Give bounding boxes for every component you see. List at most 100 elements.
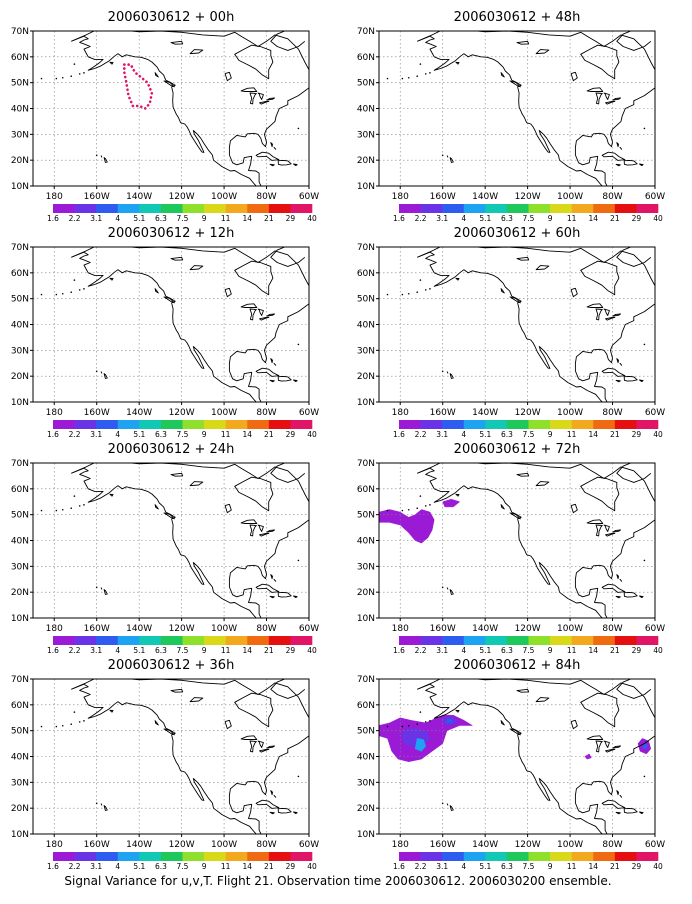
island-outline xyxy=(601,151,626,161)
island-dot xyxy=(401,77,404,80)
colorbar-swatch xyxy=(74,204,97,213)
x-tick-label: 140W xyxy=(472,408,498,418)
colorbar-label: 14 xyxy=(242,214,252,223)
island-dot xyxy=(95,370,98,373)
colorbar-swatch xyxy=(160,852,183,861)
colorbar-swatch xyxy=(420,636,443,645)
colorbar-swatch xyxy=(290,420,313,429)
x-tick-label: 80W xyxy=(602,840,622,850)
island-dot xyxy=(419,279,422,281)
colorbar: 1.6 2.2 3.1 4 5.1 6.3 7.5 9 11 14 21 29 40 xyxy=(393,420,663,439)
colorbar-swatch xyxy=(225,636,248,645)
lake-outline xyxy=(224,719,232,730)
island-outline xyxy=(616,358,619,364)
colorbar-label: 40 xyxy=(307,430,317,439)
x-tick-label: 120W xyxy=(515,624,541,634)
colorbar-swatch xyxy=(204,204,226,213)
y-tick-label: 30N xyxy=(357,778,375,788)
x-tick-label: 80W xyxy=(256,192,276,202)
x-tick-label: 120W xyxy=(169,192,195,202)
panel-title: 2006030612 + 36h xyxy=(108,658,235,673)
coastline xyxy=(616,463,652,483)
island-dot xyxy=(40,509,43,512)
x-tick-label: 140W xyxy=(126,408,152,418)
island-dot xyxy=(95,802,98,805)
y-tick-label: 10N xyxy=(357,182,375,192)
lake-outline xyxy=(257,740,264,748)
island-outline xyxy=(270,574,273,580)
colorbar-label: 11 xyxy=(221,646,231,655)
colorbar-swatch xyxy=(636,420,659,429)
island-outline xyxy=(100,587,103,590)
island-dot xyxy=(297,559,300,562)
y-tick-label: 70N xyxy=(11,675,29,685)
coastline xyxy=(417,679,655,834)
colorbar-label: 2.2 xyxy=(415,430,427,439)
island-outline xyxy=(500,720,505,726)
colorbar: 1.6 2.2 3.1 4 5.1 6.3 7.5 9 11 14 21 29 40 xyxy=(47,852,317,871)
lake-outline xyxy=(170,40,184,45)
colorbar-label: 21 xyxy=(264,214,274,223)
x-tick-label: 60W xyxy=(645,408,665,418)
island-outline xyxy=(103,373,108,379)
island-outline xyxy=(255,151,280,161)
colorbar: 1.6 2.2 3.1 4 5.1 6.3 7.5 9 11 14 21 29 40 xyxy=(47,204,317,223)
colorbar-label: 21 xyxy=(264,430,274,439)
y-tick-label: 70N xyxy=(357,675,375,685)
island-dot xyxy=(40,77,43,80)
colorbar-label: 4 xyxy=(461,862,466,871)
island-dot xyxy=(73,63,76,65)
x-tick-label: 120W xyxy=(515,192,541,202)
island-dot xyxy=(386,293,389,296)
colorbar-label: 9 xyxy=(548,862,553,871)
colorbar-swatch xyxy=(571,420,594,429)
colorbar-swatch xyxy=(463,636,486,645)
colorbar-label: 29 xyxy=(632,214,642,223)
island-outline xyxy=(601,367,626,377)
x-tick-label: 140W xyxy=(126,840,152,850)
colorbar-swatch xyxy=(442,204,465,213)
lake-outline xyxy=(257,308,264,316)
island-outline xyxy=(277,807,292,814)
colorbar-label: 3.1 xyxy=(436,430,448,439)
island-outline xyxy=(269,811,275,815)
colorbar-label: 29 xyxy=(632,646,642,655)
island-dot xyxy=(73,279,76,281)
colorbar-swatch xyxy=(53,852,75,861)
x-tick-label: 160W xyxy=(430,840,456,850)
x-tick-label: 80W xyxy=(602,624,622,634)
island-dot xyxy=(55,509,58,512)
colorbar-swatch xyxy=(442,636,465,645)
island-outline xyxy=(293,811,298,815)
panel-5: 2006030612 + 60h 10N 20N 30N 40N 50N 60N 70N 180… xyxy=(357,226,665,439)
colorbar-label: 6.3 xyxy=(155,646,167,655)
colorbar-label: 40 xyxy=(307,646,317,655)
island-outline xyxy=(293,379,298,383)
map-area xyxy=(33,679,309,834)
island-dot xyxy=(78,73,81,75)
island-outline xyxy=(103,805,108,811)
y-tick-label: 10N xyxy=(357,398,375,408)
y-tick-label: 60N xyxy=(11,701,29,711)
lake-outline xyxy=(516,472,530,477)
colorbar-label: 21 xyxy=(264,862,274,871)
island-outline xyxy=(455,61,460,65)
colorbar-swatch xyxy=(268,204,291,213)
y-tick-label: 50N xyxy=(11,295,29,305)
map-area xyxy=(379,679,655,834)
y-tick-label: 10N xyxy=(357,830,375,840)
island-outline xyxy=(163,296,175,304)
colorbar-label: 14 xyxy=(242,646,252,655)
lake-outline xyxy=(535,697,550,703)
y-tick-label: 30N xyxy=(11,130,29,140)
x-tick-label: 160W xyxy=(84,192,110,202)
lake-outline xyxy=(224,71,232,82)
colorbar-label: 4 xyxy=(461,646,466,655)
colorbar-swatch xyxy=(506,420,529,429)
x-tick-label: 120W xyxy=(515,408,541,418)
island-dot xyxy=(419,495,422,497)
colorbar-swatch xyxy=(225,204,248,213)
colorbar-swatch xyxy=(290,204,313,213)
panel-6: 2006030612 + 72h 10N 20N 30N 40N 50N 60N 70N 180… xyxy=(357,442,665,655)
